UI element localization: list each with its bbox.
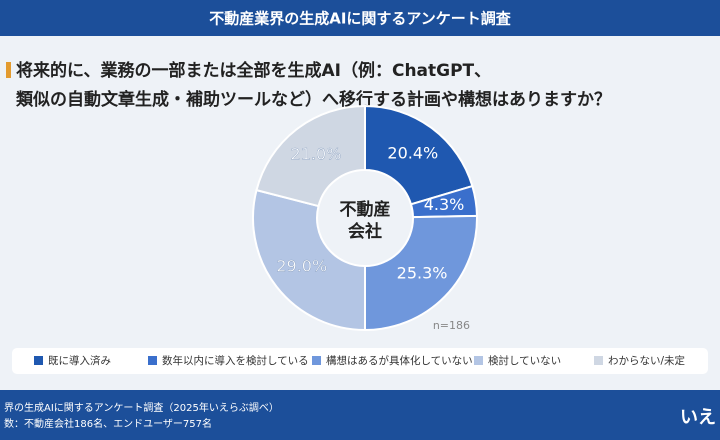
question-marker [6,62,11,78]
logo: いえ [680,407,716,428]
header-bar [0,0,720,36]
pie-slice [255,104,366,208]
legend-swatch [594,356,603,365]
footer-line: 数：不動産会社186名、エンドユーザー757名 [4,417,212,430]
legend-swatch [474,356,483,365]
center-label: 会社 [348,221,382,242]
value-label: 20.4% [387,143,438,162]
value-label: 25.3% [397,264,448,283]
sample-size: n=186 [433,319,470,332]
value-label: 4.3% [424,195,465,214]
pie-slice [364,104,474,206]
legend-label: 数年以内に導入を検討している [162,354,309,367]
legend-swatch [312,356,321,365]
footer-line: 界の生成AIに関するアンケート調査（2025年いえらぶ調べ） [4,401,279,414]
value-label: 21.0% [291,144,342,163]
legend-label: 既に導入済み [48,354,111,367]
pie-slice [364,214,478,332]
legend-label: 構想はあるが具体化していない [326,354,473,367]
question-line: 類似の自動文章生成・補助ツールなど）へ移行する計画や構想はありますか？ [15,89,611,110]
header-title: 不動産業界の生成AIに関するアンケート調査 [209,10,512,28]
legend-swatch [34,356,43,365]
value-label: 29.0% [276,257,327,276]
legend-label: わからない/未定 [608,354,686,367]
legend-box [12,348,708,374]
legend-label: 検討していない [488,354,561,367]
center-label: 不動産 [340,199,391,220]
footer-bar [0,390,720,440]
legend-swatch [148,356,157,365]
question-line: 将来的に、業務の一部または全部を生成AI（例：ChatGPT、 [16,60,491,81]
pie-slice [252,188,366,332]
